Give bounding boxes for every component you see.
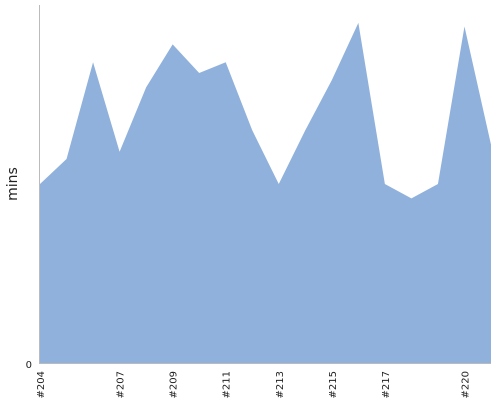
y-tick-label-0: 0 <box>26 360 32 371</box>
y-axis-title: mins <box>5 167 21 201</box>
area-series <box>40 22 491 364</box>
x-tick-label-217: #217 <box>381 371 392 398</box>
x-tick-label-204: #204 <box>36 371 47 398</box>
x-tick-label-209: #209 <box>169 371 180 398</box>
x-tick-label-211: #211 <box>222 371 233 398</box>
x-tick-label-207: #207 <box>116 371 127 398</box>
x-tick-label-215: #215 <box>328 371 339 398</box>
x-tick-label-213: #213 <box>275 371 286 398</box>
x-tick-label-220: #220 <box>461 371 472 398</box>
